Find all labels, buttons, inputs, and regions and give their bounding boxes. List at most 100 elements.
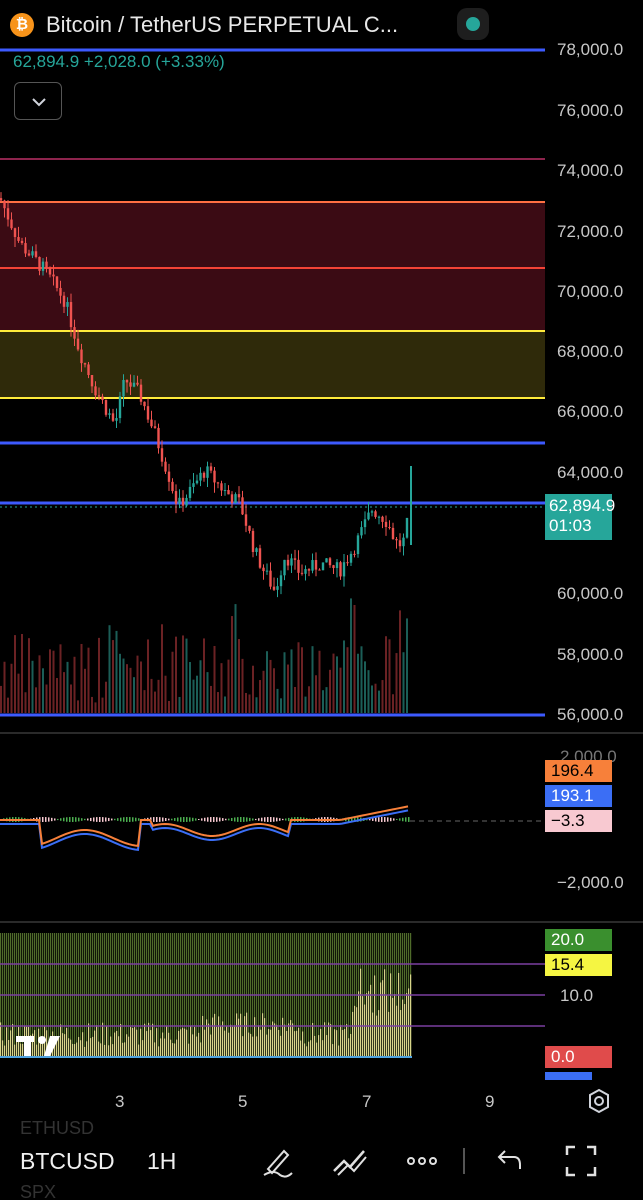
oscillator-bar (214, 1013, 216, 1057)
oscillator-bar (250, 1033, 252, 1057)
chart-settings-icon[interactable] (586, 1088, 612, 1114)
time-label: 3 (115, 1092, 125, 1111)
oscillator-bar (300, 1040, 302, 1057)
macd-histogram-bar (390, 817, 392, 822)
volume-bar (91, 696, 93, 713)
oscillator-bar (392, 997, 394, 1057)
candle-body (199, 472, 202, 481)
candle-body (41, 261, 45, 271)
oscillator-bar (276, 1024, 278, 1057)
price-label: 68,000.0 (557, 342, 624, 361)
volume-bar (17, 673, 20, 713)
signal-line (0, 805, 409, 847)
oscillator-bar (220, 1026, 222, 1057)
macd-histogram-bar (48, 817, 50, 822)
volume-bar (315, 675, 317, 713)
volume-bar (343, 640, 345, 713)
macd-histogram-bar (372, 818, 374, 821)
macd-histogram-bar (192, 817, 194, 822)
oscillator-bar (314, 1035, 316, 1057)
oscillator-bar (232, 1026, 234, 1057)
oscillator-bar (378, 1010, 380, 1057)
candle-body (367, 512, 370, 520)
oscillator-bar (106, 1026, 108, 1057)
macd-histogram-bar (204, 817, 206, 822)
candle-body (6, 208, 10, 220)
macd-histogram-bar (252, 818, 254, 821)
oscillator-bar (346, 1024, 348, 1057)
candle-body (251, 530, 255, 553)
interval-selector[interactable]: 1H (147, 1148, 177, 1174)
oscillator-bar (230, 1024, 232, 1057)
oscillator-bar (374, 975, 376, 1057)
volume-bar (336, 656, 338, 713)
candle-body (38, 256, 41, 271)
macd-histogram-bar (78, 817, 80, 822)
candle-body (188, 486, 192, 498)
symbol-selector[interactable]: BTCUSD (20, 1148, 115, 1174)
macd-histogram-bar (240, 817, 242, 822)
candle-body (104, 400, 108, 415)
market-status-button[interactable] (457, 8, 489, 40)
volume-bar (248, 694, 251, 713)
macd-histogram-bar (93, 817, 95, 822)
candle-body (321, 562, 325, 571)
macd-histogram-bar (102, 817, 104, 822)
tradingview-logo-icon[interactable] (14, 1030, 70, 1058)
bitcoin-icon: ₿ (10, 13, 34, 37)
candle-body (265, 570, 269, 572)
volume-bar (325, 687, 328, 713)
oscillator-bar (254, 1017, 256, 1057)
undo-icon[interactable] (490, 1143, 526, 1179)
oscillator-bar (304, 1043, 306, 1057)
oscillator-bar (282, 1017, 284, 1057)
volume-bar (269, 659, 272, 713)
oscillator-bar (406, 993, 408, 1057)
collapse-legend-button[interactable] (14, 82, 62, 120)
oscillator-bar (64, 1034, 66, 1057)
volume-bar (77, 700, 79, 713)
candle-body (195, 480, 199, 484)
oscillator-bar (20, 1043, 22, 1057)
symbol-title[interactable]: Bitcoin / TetherUS PERPETUAL C... (46, 12, 399, 37)
macd-histogram-bar (108, 817, 110, 822)
volume-bar (87, 647, 90, 713)
candle-body (153, 426, 157, 428)
fullscreen-icon[interactable] (563, 1143, 599, 1179)
oscillator-bar (144, 1023, 146, 1057)
volume-bar (101, 697, 104, 713)
oscillator-bar (364, 1004, 366, 1057)
oscillator-bar (234, 1025, 236, 1057)
volume-bar (255, 697, 258, 713)
volume-bar (112, 640, 114, 713)
candle-body (328, 558, 332, 566)
candle-body (129, 382, 132, 387)
oscillator-bar (404, 1004, 406, 1057)
current-price-tag: 62,894.9 01:03 (545, 494, 615, 540)
macd-histogram-bar (219, 817, 221, 822)
oscillator-bar (130, 1026, 132, 1057)
macd-histogram-bar (207, 817, 209, 822)
oscillator-bar (316, 1042, 318, 1057)
macd-histogram-bar (264, 817, 266, 822)
more-icon[interactable] (404, 1143, 440, 1179)
volume-bar (329, 669, 331, 713)
oscillator-bar (132, 1027, 134, 1057)
oscillator-bar (90, 1038, 92, 1057)
macd-histogram-bar (153, 817, 155, 822)
price-change-readout: 62,894.9 +2,028.0 (+3.33%) (13, 52, 225, 71)
oscillator-bar (38, 1028, 40, 1057)
trend-line-icon[interactable] (332, 1143, 368, 1179)
candle-body (325, 558, 328, 563)
volume-bar (3, 661, 6, 713)
volume-bar (353, 604, 356, 713)
volume-bar (360, 646, 363, 713)
pencil-icon[interactable] (260, 1143, 296, 1179)
volume-bar (105, 681, 107, 713)
oscillator-bar (408, 988, 410, 1057)
candle-body (48, 267, 52, 275)
oscillator-bar (86, 1041, 88, 1057)
oscillator-bar (42, 1043, 44, 1057)
oscillator-bar (322, 1040, 324, 1057)
